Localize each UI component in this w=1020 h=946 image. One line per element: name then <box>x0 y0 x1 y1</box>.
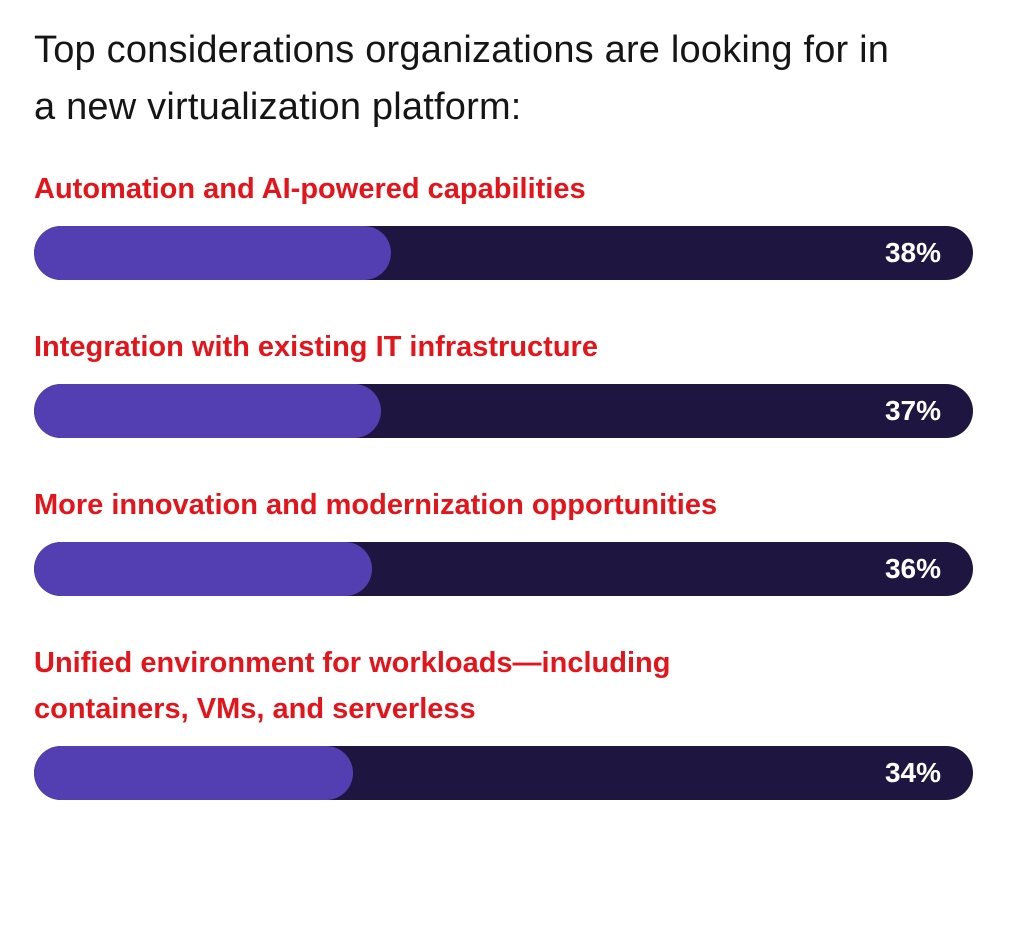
bar-track: 34% <box>34 746 973 800</box>
bar-fill <box>34 384 382 438</box>
bar-track: 38% <box>34 226 973 280</box>
bar-value-label: 36% <box>884 553 941 584</box>
chart-title: Top considerations organizations are loo… <box>34 29 890 128</box>
bar-row: Unified environment for workloads—includ… <box>34 640 974 800</box>
bar-row: Integration with existing IT infrastruct… <box>34 324 974 438</box>
bar-label: Integration with existing IT infrastruct… <box>34 331 598 363</box>
bar-fill <box>34 746 354 800</box>
bar-label: Unified environment for workloads—includ… <box>34 647 671 725</box>
bar-chart: Top considerations organizations are loo… <box>34 22 974 800</box>
bar-fill <box>34 226 391 280</box>
bar-rows: Automation and AI-powered capabilities 3… <box>34 166 974 800</box>
bar-track: 36% <box>34 542 973 596</box>
bar-value-label: 37% <box>884 395 941 426</box>
bar-row: Automation and AI-powered capabilities 3… <box>34 166 974 280</box>
bar-value-label: 34% <box>884 757 941 788</box>
bar-value-label: 38% <box>884 237 941 268</box>
bar-row: More innovation and modernization opport… <box>34 482 974 596</box>
bar-label: Automation and AI-powered capabilities <box>34 173 586 205</box>
bar-fill <box>34 542 373 596</box>
bar-label: More innovation and modernization opport… <box>34 489 718 521</box>
bar-track: 37% <box>34 384 973 438</box>
